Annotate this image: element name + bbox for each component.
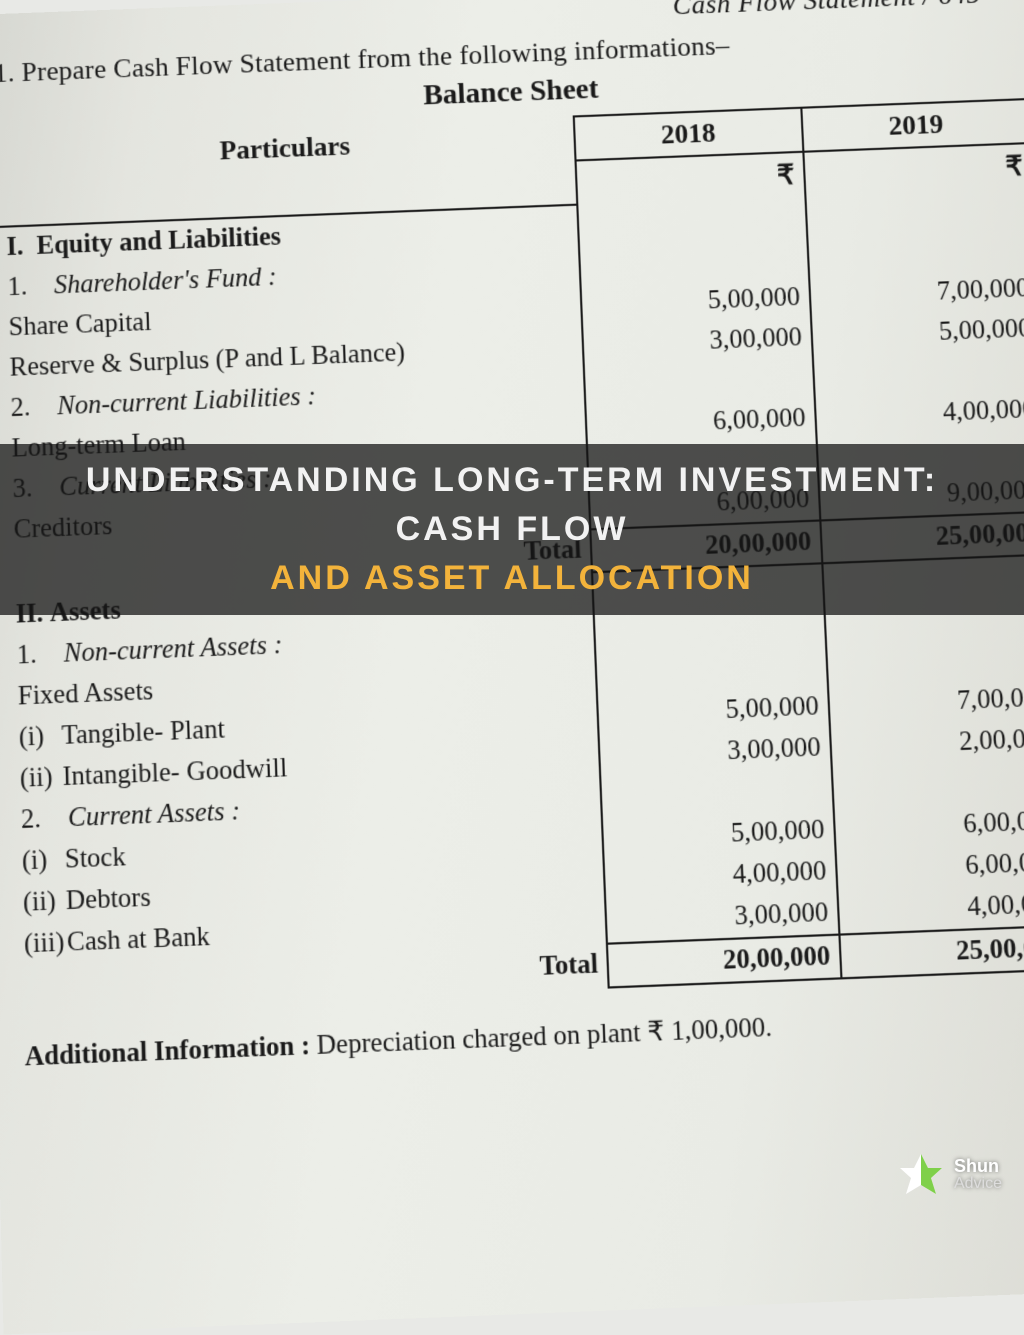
headline-line1: UNDERSTANDING LONG-TERM INVESTMENT: CASH…: [86, 461, 938, 548]
additional-label: Additional Information :: [24, 1031, 310, 1072]
question-number: 1.: [0, 57, 15, 88]
page-paper: Cash Flow Statement / 645 1. Prepare Cas…: [0, 0, 1024, 1335]
brand-logo: Shun Advice: [898, 1152, 1002, 1198]
section-roman: I.: [6, 232, 24, 261]
additional-text: Depreciation charged on plant ₹ 1,00,000…: [316, 1013, 772, 1061]
brand-sub: Advice: [954, 1176, 1002, 1193]
headline-overlay: UNDERSTANDING LONG-TERM INVESTMENT: CASH…: [0, 444, 1024, 615]
headline-line2: AND ASSET ALLOCATION: [270, 559, 754, 597]
logo-mark-icon: [898, 1152, 944, 1198]
headline-text: UNDERSTANDING LONG-TERM INVESTMENT: CASH…: [80, 456, 944, 604]
brand-name: Shun Advice: [954, 1157, 1002, 1193]
section-title: Equity and Liabilities: [36, 222, 281, 260]
